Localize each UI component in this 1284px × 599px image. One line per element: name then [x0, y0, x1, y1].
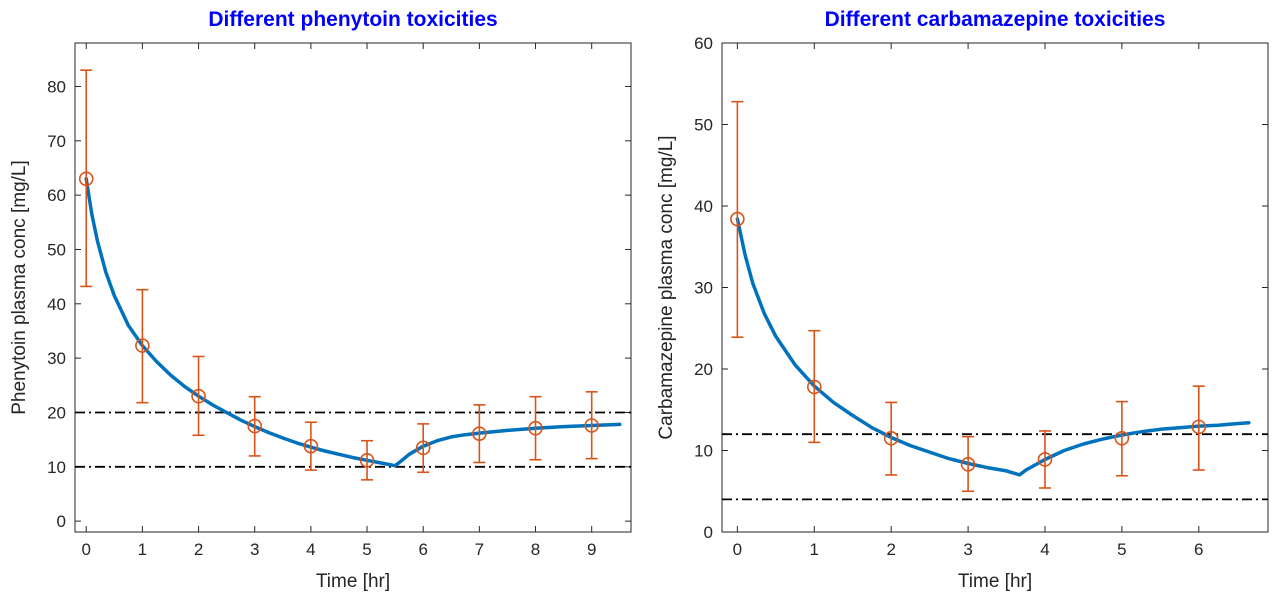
observed-point	[247, 418, 263, 434]
x-tick-label: 2	[194, 540, 203, 559]
observed-point	[883, 430, 899, 446]
y-tick-label: 0	[704, 523, 713, 542]
observed-point	[303, 438, 319, 454]
observed-point	[359, 452, 375, 468]
x-tick-label: 1	[138, 540, 147, 559]
x-tick-label: 9	[587, 540, 596, 559]
y-tick-label: 70	[47, 132, 66, 151]
x-tick-label: 4	[306, 540, 315, 559]
observed-point	[730, 211, 745, 227]
x-tick-label: 5	[362, 540, 371, 559]
model-curve-line	[735, 217, 1251, 477]
y-tick-label: 0	[57, 512, 66, 531]
observed-point	[78, 171, 94, 187]
y-tick-label: 80	[47, 77, 66, 96]
y-tick-label: 30	[694, 279, 713, 298]
y-tick-label: 10	[694, 442, 713, 461]
observed-point	[472, 426, 487, 441]
y-tick-label: 10	[47, 458, 66, 477]
observed-point	[191, 388, 206, 404]
x-tick-label: 0	[733, 540, 742, 559]
y-tick-label: 20	[47, 403, 66, 422]
observed-point	[528, 420, 543, 436]
x-tick-label: 7	[475, 540, 484, 559]
axes-box	[74, 42, 632, 533]
phenytoin-panel: 0 1 2 3 4 5 6 7 8 9 0 10 20 30 40 50 60 70 80 Different phe…	[9, 8, 632, 592]
y-axis-label: Phenytoin plasma conc [mg/L]	[9, 160, 30, 415]
y-tick-label: 50	[694, 116, 713, 135]
x-tick-label: 4	[1040, 540, 1049, 559]
observed-point	[415, 440, 431, 456]
x-axis-label: Time [hr]	[958, 571, 1032, 592]
x-tick-label: 6	[1194, 540, 1203, 559]
y-tick-label: 50	[47, 240, 66, 259]
x-tick-label: 6	[418, 540, 427, 559]
y-tick-label: 40	[47, 295, 66, 314]
observed-point	[1037, 452, 1053, 467]
x-tick-label: 0	[81, 540, 90, 559]
x-tick-label: 3	[963, 540, 972, 559]
observed-point	[135, 338, 150, 353]
y-axis-label: Carbamazepine plasma conc [mg/L]	[656, 135, 677, 439]
y-tick-label: 20	[694, 360, 713, 379]
observed-point	[1191, 419, 1207, 435]
observed-point	[960, 457, 976, 472]
x-tick-label: 5	[1117, 540, 1126, 559]
observed-point	[806, 379, 822, 395]
y-tick-label: 60	[47, 186, 66, 205]
y-tick-label: 30	[47, 349, 66, 368]
axes-box	[721, 42, 1269, 533]
chart-title: Different carbamazepine toxicities	[825, 8, 1166, 31]
x-axis-label: Time [hr]	[316, 571, 390, 592]
x-tick-label: 3	[250, 540, 259, 559]
observed-point	[1114, 430, 1130, 446]
y-tick-label: 60	[694, 34, 713, 53]
x-tick-label: 8	[531, 540, 540, 559]
chart-title: Different phenytoin toxicities	[208, 8, 497, 31]
x-tick-label: 2	[886, 540, 895, 559]
observed-point	[584, 418, 599, 433]
y-tick-label: 40	[694, 197, 713, 216]
x-tick-label: 1	[810, 540, 819, 559]
